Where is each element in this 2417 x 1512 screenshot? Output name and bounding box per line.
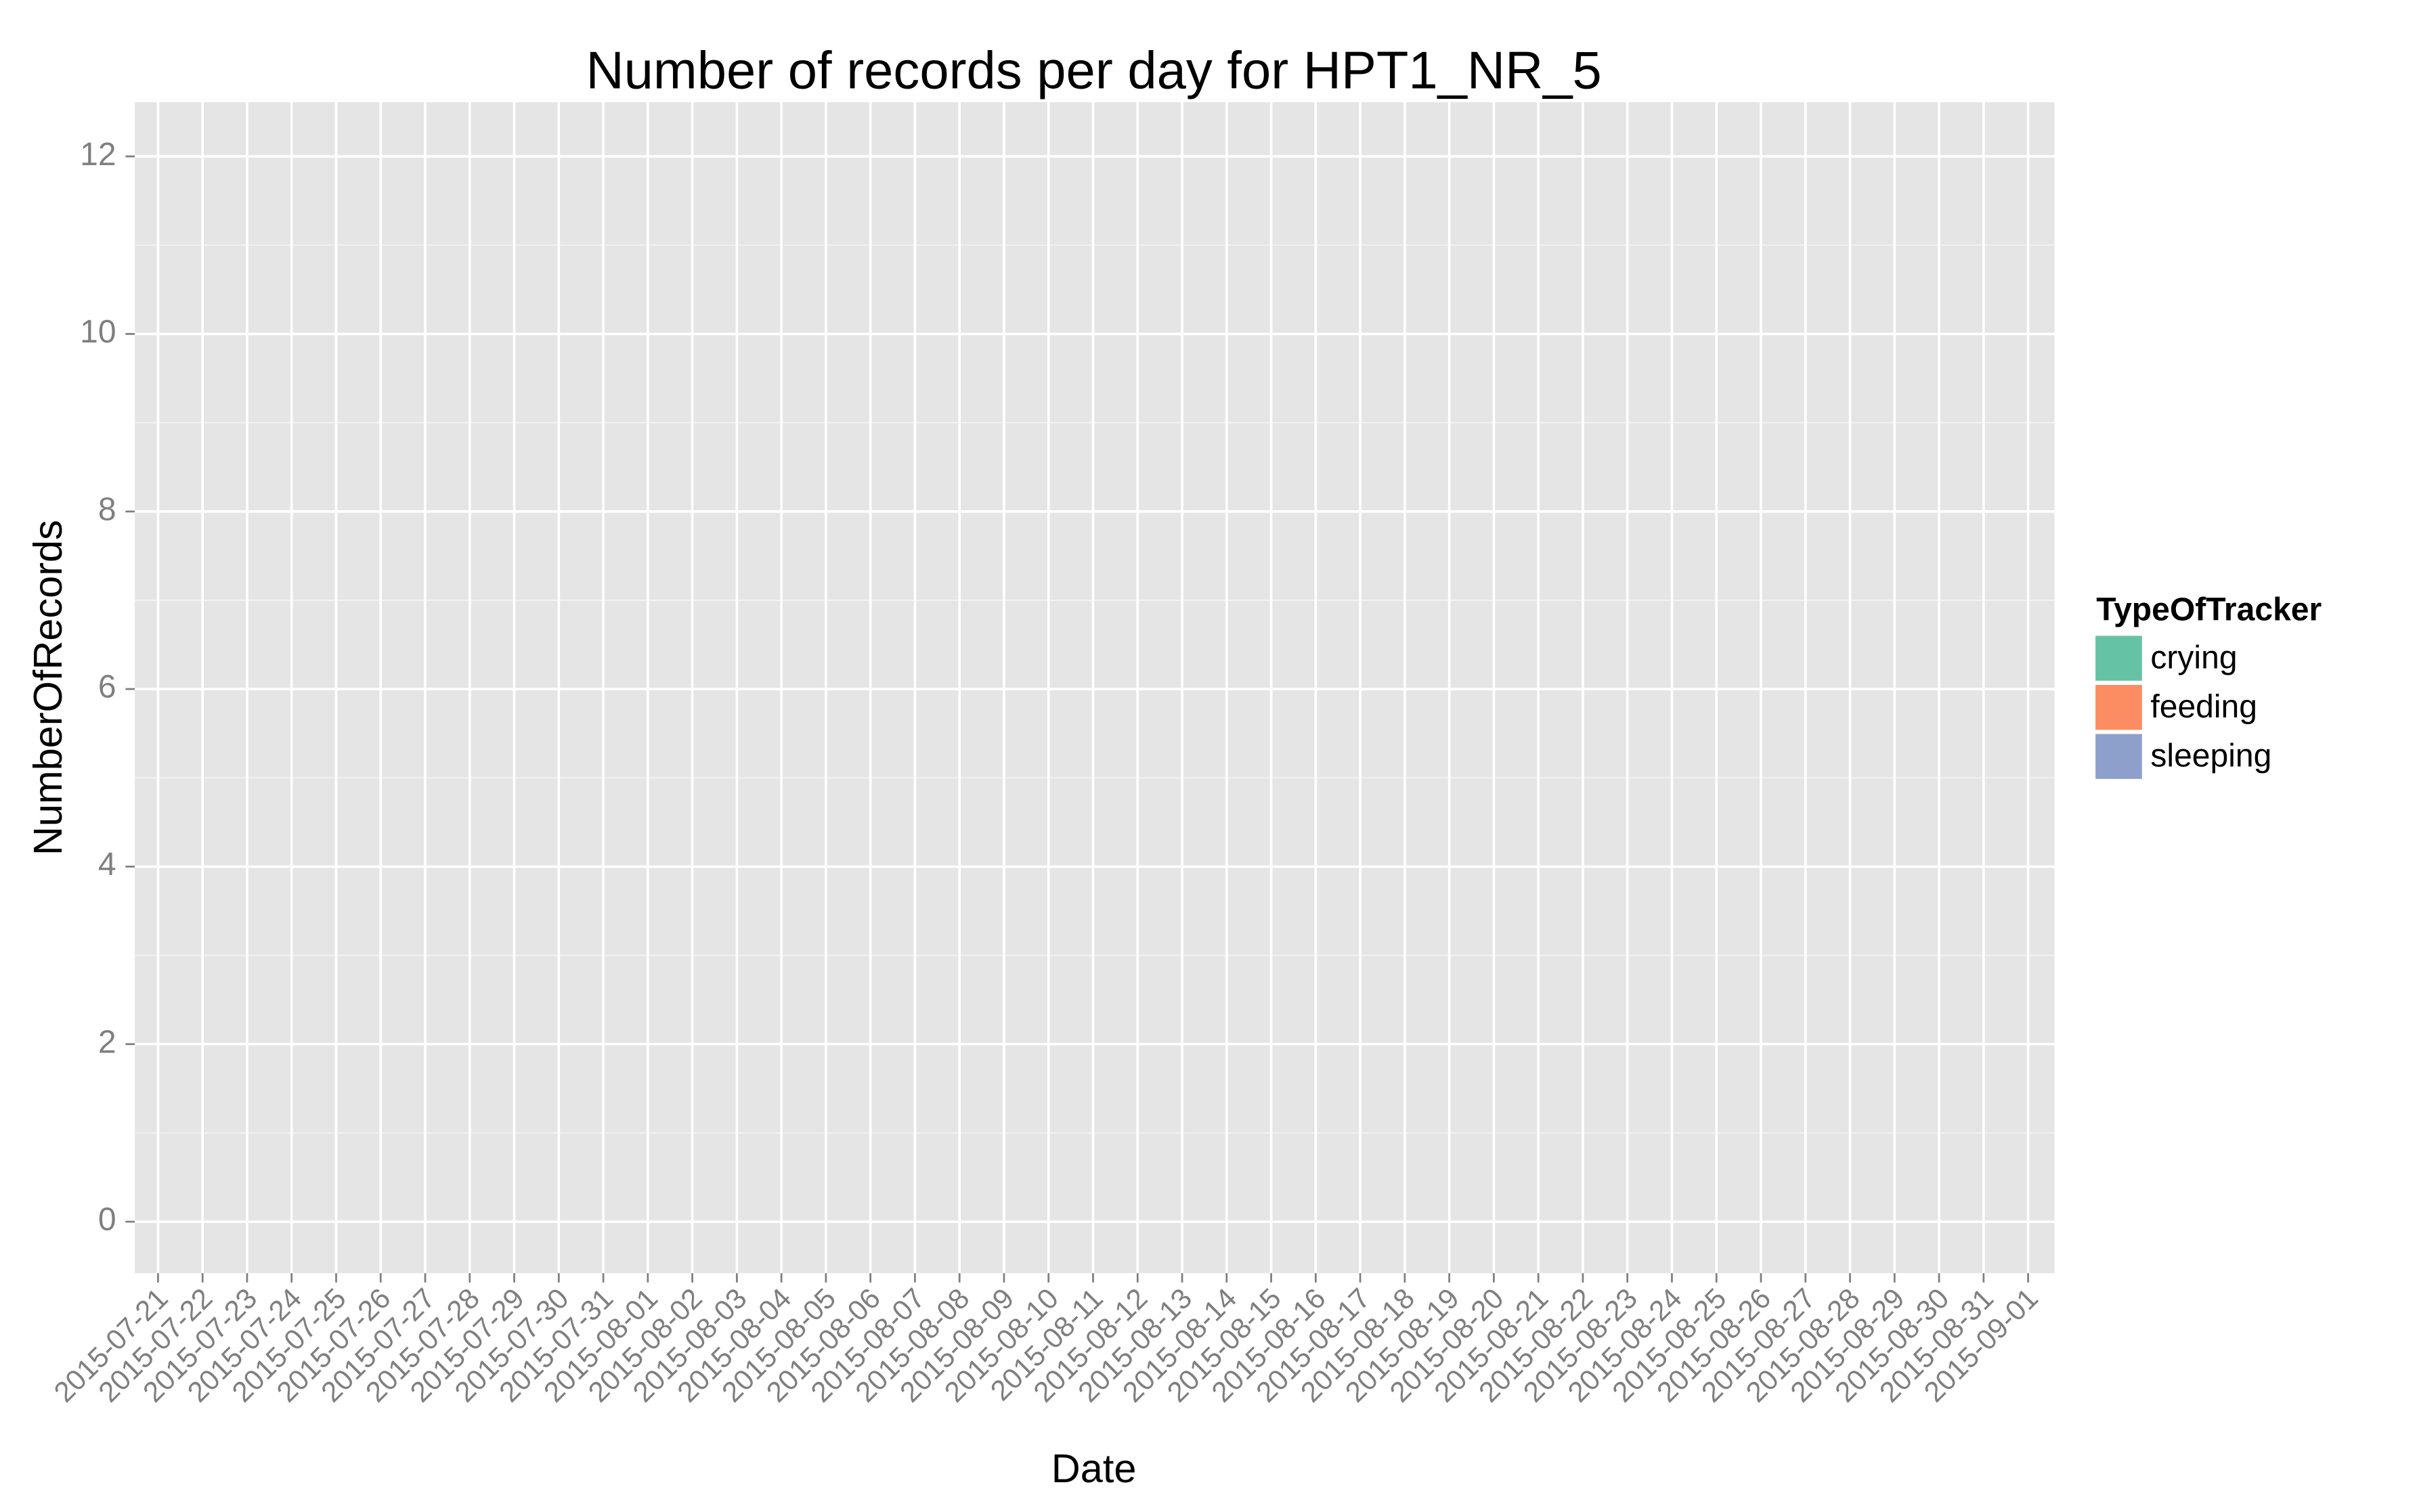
legend-label: feeding (2150, 689, 2257, 725)
chart-title: Number of records per day for HPT1_NR_5 (586, 41, 1601, 99)
legend-title: TypeOfTracker (2096, 592, 2322, 628)
legend-label: crying (2150, 640, 2237, 676)
y-tick-label: 4 (98, 847, 116, 883)
legend-label: sleeping (2150, 738, 2271, 774)
legend-key (2093, 634, 2144, 683)
y-tick-label: 0 (98, 1202, 116, 1238)
legend-key (2093, 683, 2144, 732)
y-tick-label: 6 (98, 669, 116, 705)
y-axis-title: NumberOfRecords (25, 520, 70, 855)
x-axis-title: Date (1051, 1446, 1137, 1491)
y-tick-label: 10 (80, 314, 116, 350)
panel (135, 102, 2055, 1274)
legend-key (2093, 732, 2144, 781)
y-tick-label: 2 (98, 1024, 116, 1060)
y-tick-label: 8 (98, 491, 116, 527)
y-tick-label: 12 (80, 137, 116, 173)
